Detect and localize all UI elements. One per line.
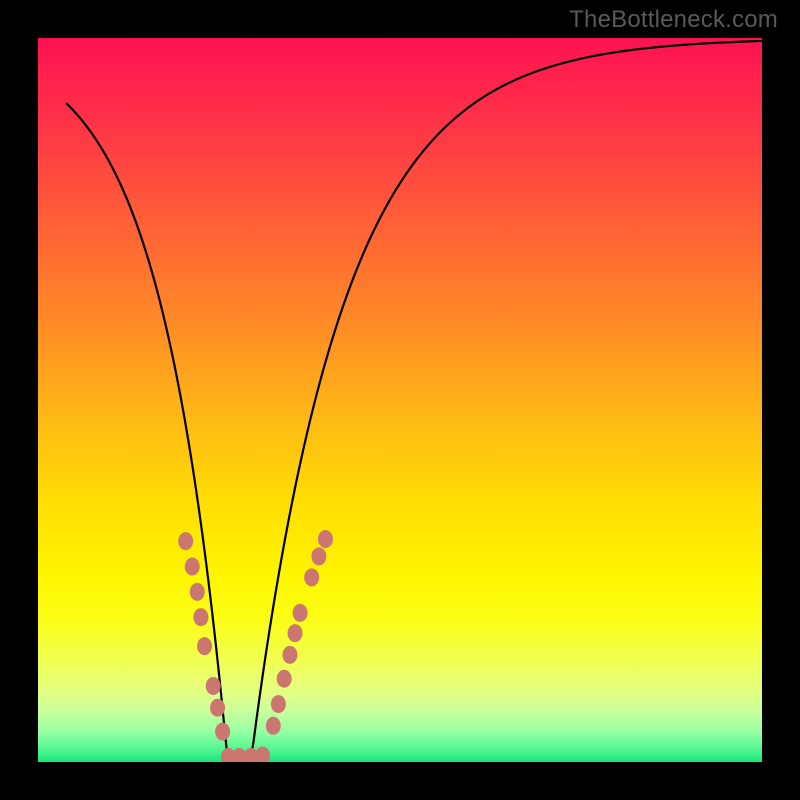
data-marker-left-4: [197, 637, 212, 655]
plot-area: [38, 38, 762, 762]
data-marker-right-2: [277, 670, 292, 688]
data-marker-right-4: [288, 624, 303, 642]
data-marker-right-7: [311, 547, 326, 565]
data-marker-left-6: [210, 699, 225, 717]
watermark-text: TheBottleneck.com: [569, 6, 778, 34]
data-marker-left-0: [178, 532, 193, 550]
data-marker-left-5: [206, 677, 221, 695]
chart-svg-layer: [38, 38, 762, 762]
data-marker-right-3: [282, 646, 297, 664]
data-marker-left-3: [193, 608, 208, 626]
data-marker-bottom-3: [255, 746, 270, 762]
data-marker-right-0: [266, 717, 281, 735]
data-marker-right-5: [293, 604, 308, 622]
data-marker-right-6: [304, 568, 319, 586]
data-marker-left-2: [190, 583, 205, 601]
data-marker-right-1: [271, 695, 286, 713]
data-marker-left-1: [185, 558, 200, 576]
figure-frame: TheBottleneck.com: [0, 0, 800, 800]
data-marker-left-7: [215, 723, 230, 741]
data-marker-right-8: [318, 530, 333, 548]
bottleneck-curve: [67, 41, 762, 762]
